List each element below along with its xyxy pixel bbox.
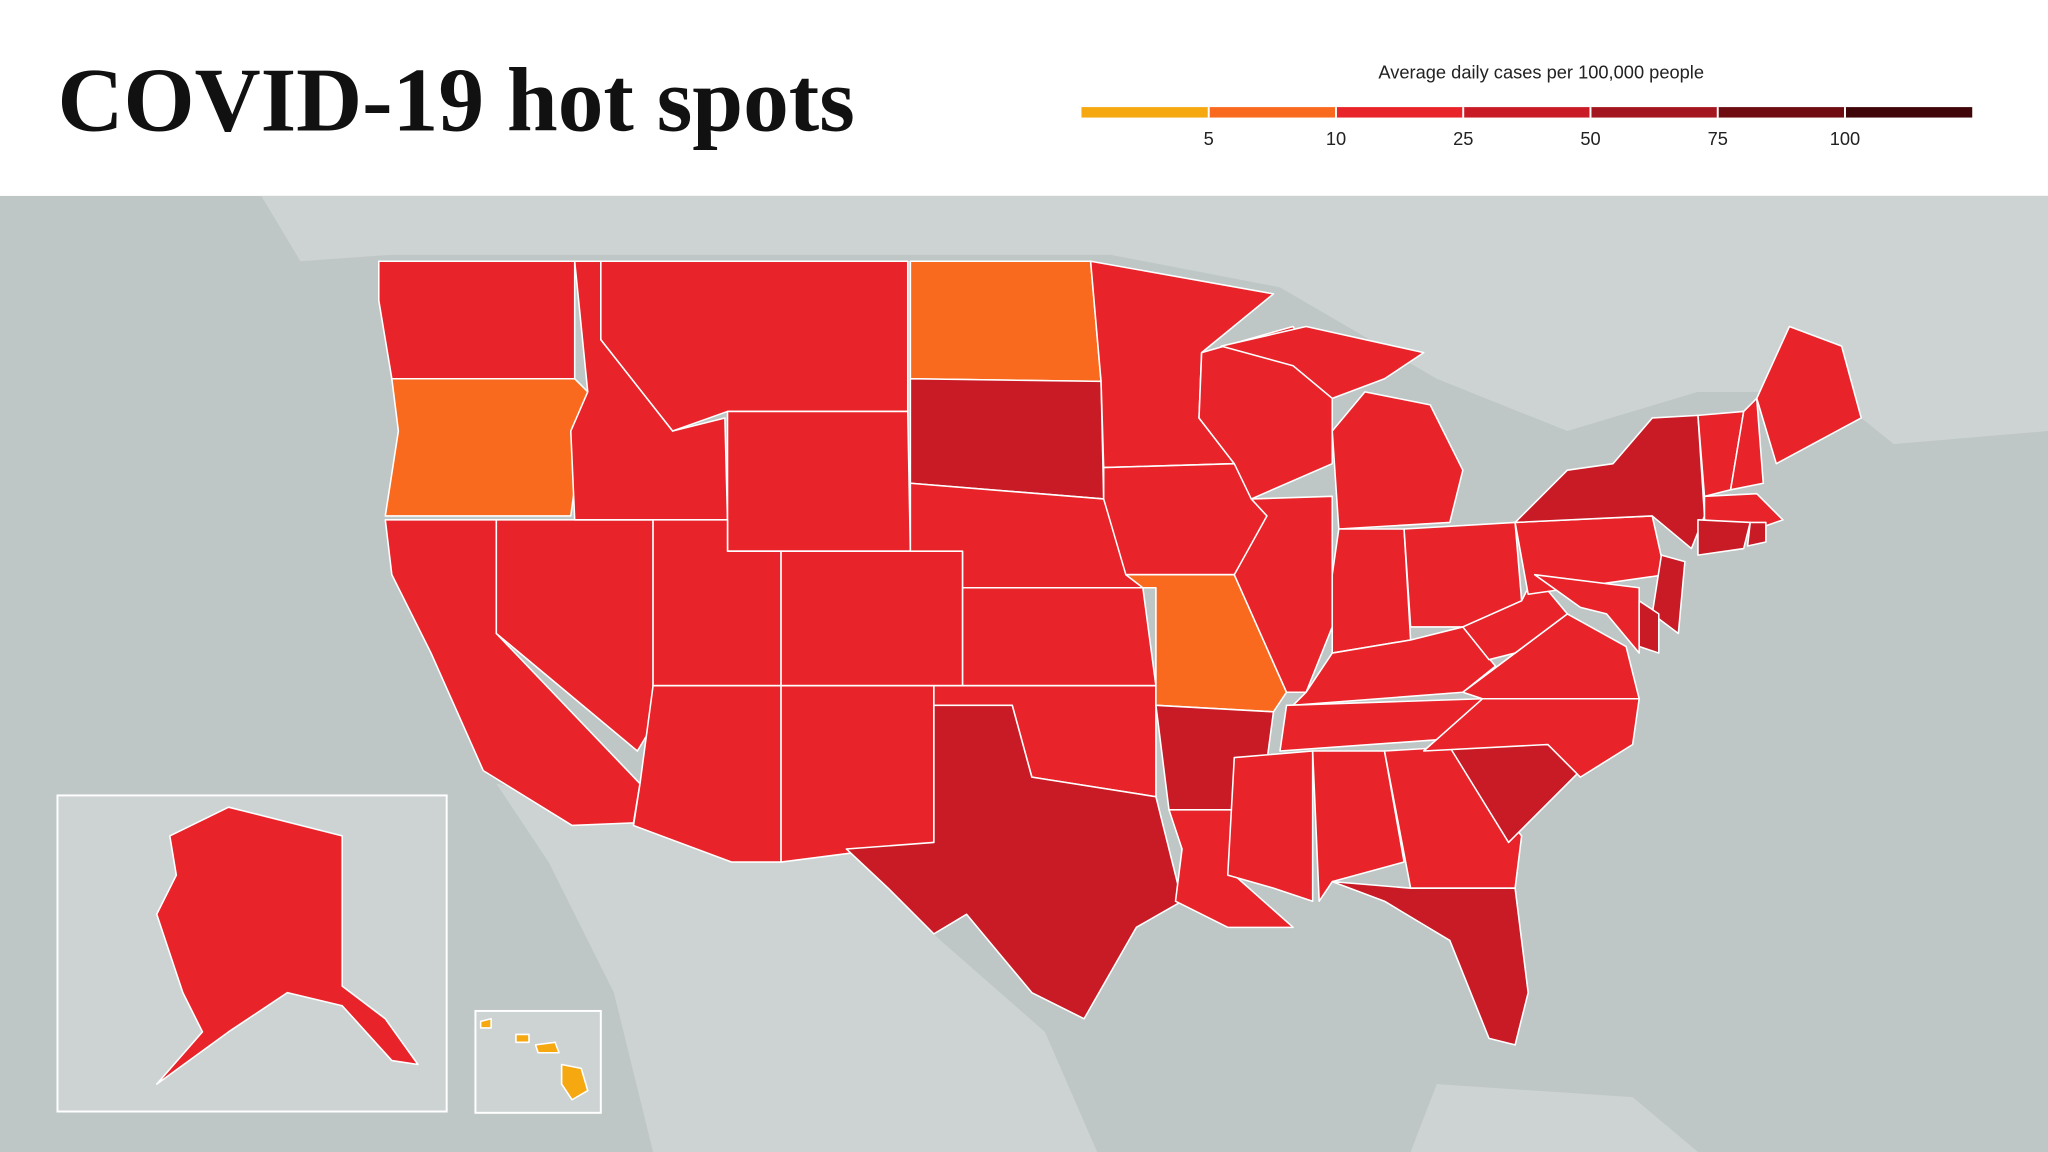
state <box>909 377 1105 500</box>
state <box>1462 573 1569 661</box>
title: COVID-19 hot spots <box>57 50 854 151</box>
state <box>845 704 1183 1020</box>
state <box>377 260 576 380</box>
header-bg <box>0 0 2048 196</box>
hawaii-inset <box>474 1009 602 1114</box>
state <box>560 1063 589 1101</box>
state <box>1331 880 1529 1046</box>
state <box>780 684 935 863</box>
legend-label: Average daily cases per 100,000 people <box>1378 61 1704 82</box>
legend-tick-label: 50 <box>1580 128 1600 149</box>
state <box>515 1033 530 1044</box>
state <box>1233 495 1334 694</box>
state <box>1331 528 1412 654</box>
state <box>1638 600 1660 654</box>
legend-swatch <box>1463 107 1591 118</box>
state <box>479 1017 492 1029</box>
hawaii-islands <box>479 1017 589 1101</box>
state <box>384 377 589 517</box>
state <box>1226 750 1314 903</box>
state <box>1697 519 1751 556</box>
legend-tick-label: 75 <box>1708 128 1728 149</box>
state <box>1533 573 1640 654</box>
state <box>1746 521 1767 547</box>
state <box>1331 391 1464 530</box>
legend-swatch <box>1844 107 1973 118</box>
legend-swatch <box>1335 107 1464 118</box>
state <box>155 806 419 1085</box>
state <box>1729 397 1765 491</box>
state <box>909 260 1102 383</box>
state <box>1311 750 1405 903</box>
state <box>961 586 1157 687</box>
state <box>1755 325 1863 465</box>
legend-swatch <box>1081 107 1209 118</box>
legend-tick-label: 25 <box>1453 128 1473 149</box>
state <box>780 550 964 687</box>
legend: 5 10 25 50 75 100 <box>1081 107 1973 149</box>
state <box>1651 554 1686 635</box>
land-background <box>261 195 2048 1152</box>
legend-swatch <box>1590 107 1718 118</box>
legend-swatch <box>1208 107 1336 118</box>
legend-swatch <box>1717 107 1845 118</box>
legend-tick-label: 5 <box>1204 128 1214 149</box>
state <box>1703 492 1784 530</box>
legend-tick-label: 10 <box>1326 128 1346 149</box>
state <box>726 410 912 552</box>
states <box>377 260 1863 1046</box>
legend-tick-label: 100 <box>1830 128 1860 149</box>
state <box>534 1041 560 1054</box>
state <box>1220 325 1425 400</box>
